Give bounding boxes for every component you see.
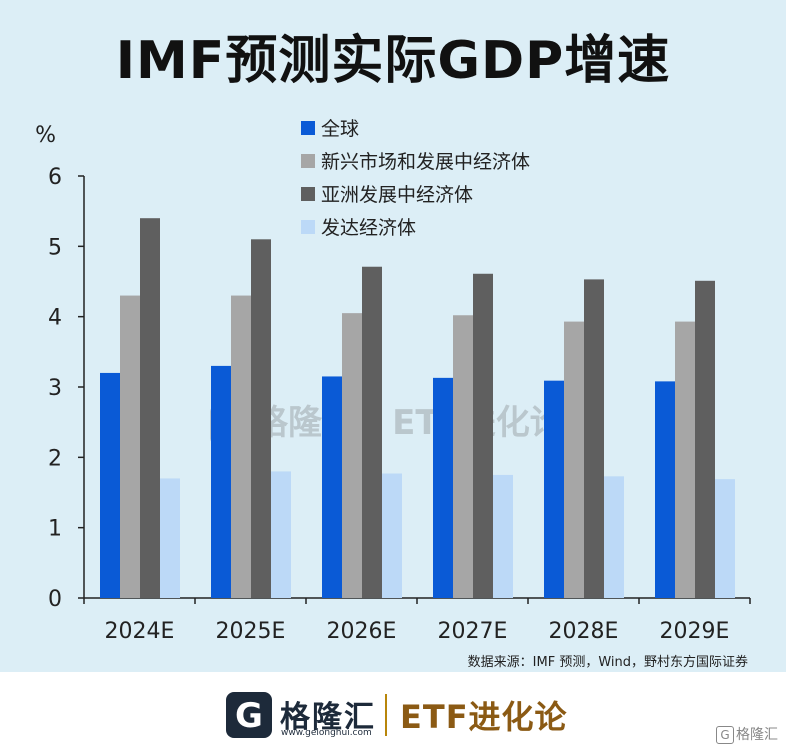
legend-label: 亚洲发展中经济体 — [321, 184, 473, 206]
legend-label: 全球 — [321, 118, 359, 140]
legend-label: 新兴市场和发展中经济体 — [321, 151, 530, 173]
legend-swatch — [301, 220, 315, 234]
legend-swatch — [301, 154, 315, 168]
corner-watermark-text: 格隆汇 — [736, 727, 778, 743]
bar-3 — [140, 218, 160, 598]
x-tick-label: 2027E — [438, 619, 508, 644]
x-tick-label: 2025E — [216, 619, 286, 644]
bar-1 — [655, 381, 675, 598]
y-tick-label: 0 — [48, 587, 62, 612]
bar-3 — [695, 280, 715, 598]
gelonghui-logo-icon: G — [226, 692, 272, 738]
bar-4 — [493, 474, 513, 598]
bar-1 — [100, 372, 120, 598]
x-tick-label: 2028E — [549, 619, 619, 644]
corner-watermark: G 格隆汇 — [716, 724, 778, 744]
corner-logo-icon: G — [716, 726, 734, 744]
y-tick-label: 4 — [48, 306, 62, 331]
etf-brand-text: ETF进化论 — [400, 698, 568, 736]
bar-3 — [251, 239, 271, 599]
legend-swatch — [301, 187, 315, 201]
y-tick-label: 2 — [48, 446, 62, 471]
y-tick-label: 5 — [48, 235, 62, 260]
bar-chart: 0 1 2 3 4 5 6% 2024E 2025E 2026E 2027E 2028E 2029E 全球… — [35, 118, 751, 644]
bar-2 — [564, 321, 584, 598]
bar-4 — [382, 473, 402, 598]
bar-2 — [231, 295, 251, 598]
bar-3 — [584, 279, 604, 598]
source-note: 数据来源：IMF 预测，Wind，野村东方国际证券 — [467, 655, 748, 670]
y-axis-unit-label: % — [35, 123, 56, 148]
bar-1 — [433, 377, 453, 598]
bar-2 — [453, 315, 473, 598]
bar-4 — [604, 476, 624, 598]
bar-1 — [544, 380, 564, 598]
bar-4 — [160, 478, 180, 598]
logo-glyph: G — [235, 696, 263, 736]
bar-2 — [120, 295, 140, 598]
legend-label: 发达经济体 — [321, 217, 416, 239]
chart-title: IMF预测实际GDP增速 — [115, 31, 671, 91]
legend-swatch — [301, 121, 315, 135]
bar-4 — [271, 471, 291, 598]
logo-url: www.gelonghui.com — [281, 728, 372, 738]
x-tick-label: 2029E — [660, 619, 730, 644]
footer-banner: G 格隆汇 www.gelonghui.com ETF进化论 G 格隆汇 — [0, 672, 786, 754]
y-tick-label: 6 — [48, 165, 62, 190]
bar-3 — [362, 266, 382, 598]
bar-2 — [342, 313, 362, 598]
logo-text: 格隆汇 — [280, 700, 376, 735]
bar-1 — [211, 365, 231, 598]
y-tick-label: 3 — [48, 376, 62, 401]
bar-4 — [715, 479, 735, 598]
y-tick-label: 1 — [48, 517, 62, 542]
bar-1 — [322, 376, 342, 598]
watermark-text: 格隆汇 | ETF进化论 — [254, 403, 564, 443]
footer-divider — [385, 694, 387, 736]
bar-2 — [675, 321, 695, 598]
bar-3 — [473, 273, 493, 598]
x-tick-label: 2024E — [105, 619, 175, 644]
x-tick-label: 2026E — [327, 619, 397, 644]
